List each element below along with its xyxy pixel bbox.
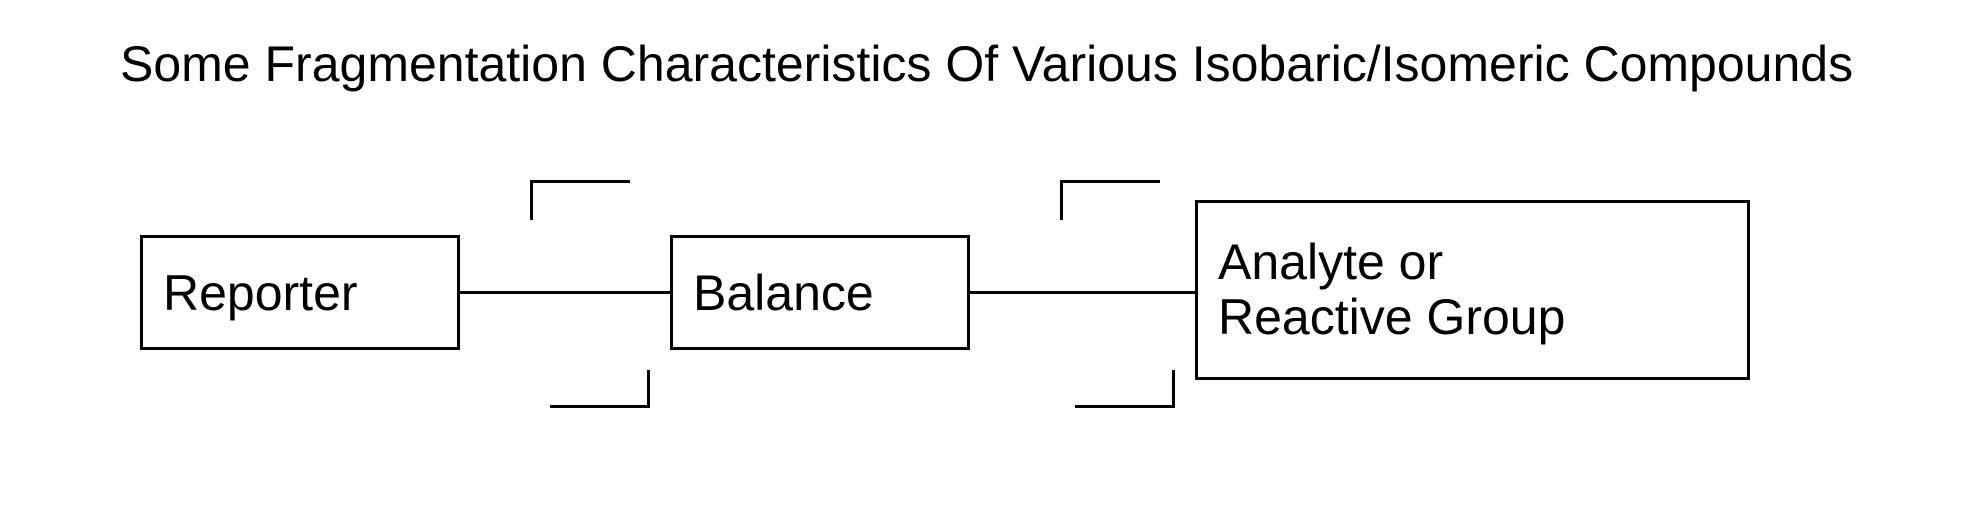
bracket-segment bbox=[530, 180, 533, 220]
bracket-segment bbox=[647, 370, 650, 408]
balance-label: Balance bbox=[693, 264, 874, 322]
reporter-box: Reporter bbox=[140, 235, 460, 350]
diagram-title: Some Fragmentation Characteristics Of Va… bbox=[120, 35, 1853, 93]
bracket-segment bbox=[1075, 405, 1175, 408]
reporter-label: Reporter bbox=[163, 264, 358, 322]
analyte-line1: Analyte or bbox=[1218, 235, 1443, 290]
balance-box: Balance bbox=[670, 235, 970, 350]
bracket-segment bbox=[1172, 370, 1175, 408]
analyte-line2: Reactive Group bbox=[1218, 290, 1565, 345]
bracket-segment bbox=[1060, 180, 1160, 183]
bracket-segment bbox=[530, 180, 630, 183]
bracket-segment bbox=[550, 405, 650, 408]
analyte-box: Analyte or Reactive Group bbox=[1195, 200, 1750, 380]
bracket-segment bbox=[1060, 180, 1063, 220]
connector-line bbox=[970, 291, 1195, 294]
connector-line bbox=[460, 291, 670, 294]
